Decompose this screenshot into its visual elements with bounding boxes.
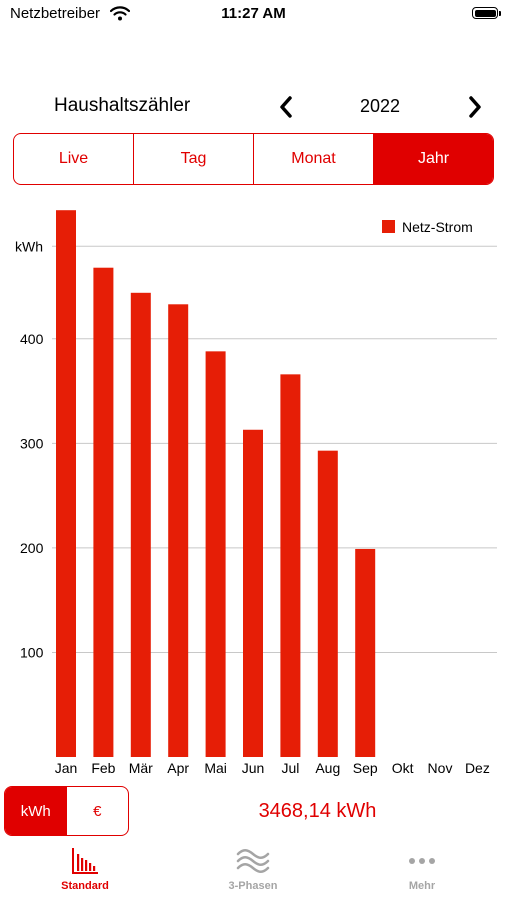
wifi-icon	[109, 6, 131, 26]
unit-euro-button[interactable]: €	[67, 787, 129, 835]
bar-chart-icon	[72, 848, 98, 874]
bar-apr	[168, 304, 189, 757]
unit-toggle: kWh €	[4, 786, 129, 836]
y-tick-label: 300	[20, 435, 44, 451]
x-tick-label: Okt	[392, 760, 414, 776]
x-tick-label: Aug	[315, 760, 340, 776]
battery-icon	[472, 7, 498, 19]
y-tick-label: 100	[20, 644, 44, 660]
battery-cap	[499, 11, 501, 16]
segment-tag-label: Tag	[180, 150, 207, 167]
period-segmented-control: Live Tag Monat Jahr	[13, 133, 494, 185]
segment-monat[interactable]: Monat	[254, 134, 374, 184]
unit-kwh-button[interactable]: kWh	[5, 787, 67, 835]
carrier-name: Netzbetreiber	[10, 5, 101, 22]
unit-kwh-label: kWh	[20, 802, 51, 820]
bar-jan	[56, 210, 76, 758]
more-icon	[409, 858, 435, 864]
bar-jul	[280, 374, 301, 757]
bar-mär	[130, 292, 151, 757]
tab-mehr[interactable]: Mehr	[362, 846, 482, 892]
previous-year-button[interactable]	[271, 92, 301, 122]
x-tick-label: Feb	[91, 760, 115, 776]
x-tick-label: Jan	[55, 760, 78, 776]
segment-tag[interactable]: Tag	[134, 134, 254, 184]
x-tick-label: Apr	[167, 760, 189, 776]
consumption-bar-chart: 100 200 300 400 kWh Jan Feb Mär Apr Mai Jun Jul Aug S…	[15, 210, 497, 776]
tab-mehr-label: Mehr	[408, 880, 436, 892]
meter-title: Haushaltszähler	[54, 95, 191, 116]
x-tick-label: Dez	[465, 760, 490, 776]
y-axis-unit-label: kWh	[15, 238, 43, 254]
bar-sep	[355, 548, 376, 757]
bar-jun	[243, 429, 263, 757]
x-tick-label: Mai	[204, 760, 227, 776]
x-tick-label: Sep	[353, 760, 378, 776]
total-consumption: 3468,14 kWh	[258, 800, 377, 822]
y-tick-label: 400	[20, 331, 44, 347]
bar-aug	[317, 450, 338, 757]
legend-label: Netz-Strom	[402, 219, 473, 235]
x-tick-label: Nov	[428, 760, 453, 776]
x-tick-label: Jun	[242, 760, 265, 776]
segment-jahr[interactable]: Jahr	[374, 134, 493, 184]
waves-icon	[236, 849, 270, 873]
segment-live-label: Live	[58, 150, 89, 167]
segment-monat-label: Monat	[291, 150, 336, 167]
bar-mai	[205, 351, 226, 757]
segment-jahr-label: Jahr	[417, 150, 450, 167]
x-tick-label: Mär	[129, 760, 153, 776]
y-tick-label: 200	[20, 540, 44, 556]
next-year-button[interactable]	[460, 92, 490, 122]
year-label: 2022	[359, 96, 401, 116]
status-time: 11:27 AM	[221, 5, 286, 22]
unit-euro-label: €	[93, 802, 102, 820]
tab-3-phasen[interactable]: 3-Phasen	[193, 846, 313, 892]
chevron-right-icon	[469, 96, 481, 118]
tab-standard-label: Standard	[61, 880, 109, 892]
segment-live[interactable]: Live	[14, 134, 134, 184]
legend-swatch	[382, 220, 395, 233]
tab-standard[interactable]: Standard	[25, 846, 145, 892]
x-tick-label: Jul	[281, 760, 299, 776]
chevron-left-icon	[280, 96, 292, 118]
tab-3-phasen-label: 3-Phasen	[228, 880, 278, 892]
bar-feb	[93, 267, 114, 757]
